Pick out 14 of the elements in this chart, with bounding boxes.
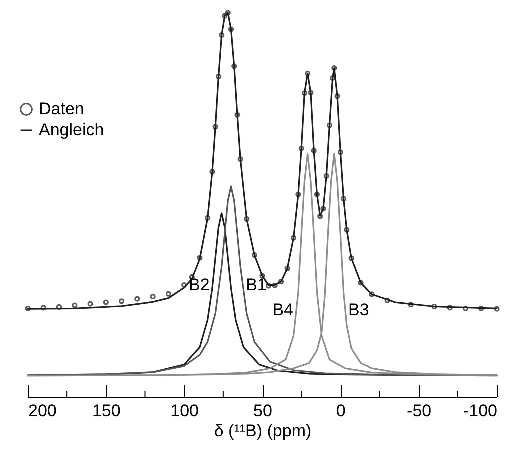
- legend-label: Angleich: [39, 120, 104, 140]
- x-axis-title: δ (¹¹B) (ppm): [214, 422, 312, 440]
- x-tick-label: 100: [170, 402, 200, 420]
- x-tick-label: 0: [336, 402, 346, 420]
- x-tick-label: 50: [254, 402, 272, 420]
- annotation: B4: [272, 300, 294, 320]
- x-tick-label: -50: [407, 402, 432, 420]
- annotation: B2: [188, 275, 210, 294]
- legend-label: Daten: [39, 100, 84, 118]
- x-tick-label: 150: [92, 402, 121, 420]
- x-tick-label: 200: [28, 402, 57, 420]
- annotation: B1: [246, 275, 267, 294]
- annotation: B3: [348, 300, 370, 320]
- x-tick-label: -100: [463, 402, 498, 420]
